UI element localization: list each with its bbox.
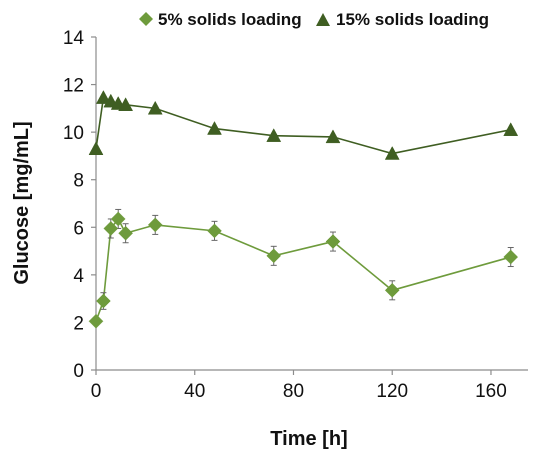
data-point xyxy=(207,121,222,135)
y-tick-label: 12 xyxy=(63,76,84,97)
data-point xyxy=(503,122,519,136)
data-point xyxy=(325,234,341,249)
y-tick-label: 8 xyxy=(73,171,84,192)
y-tick-label: 4 xyxy=(73,266,84,287)
series-1 xyxy=(88,208,519,329)
series-layer xyxy=(88,90,519,329)
series-line xyxy=(95,96,511,155)
data-point xyxy=(147,100,163,115)
y-tick-label: 2 xyxy=(73,313,84,334)
y-tick-label: 0 xyxy=(73,361,84,382)
x-tick-label: 160 xyxy=(475,381,507,402)
y-tick-label: 10 xyxy=(63,123,84,144)
x-tick-label: 40 xyxy=(184,381,205,402)
data-point xyxy=(503,249,519,265)
data-point xyxy=(384,282,400,298)
x-tick-label: 120 xyxy=(376,381,408,402)
data-point xyxy=(96,293,111,309)
legend: 5% solids loading 15% solids loading xyxy=(139,10,489,29)
legend-label: 15% solids loading xyxy=(336,10,489,29)
data-point xyxy=(325,129,341,144)
y-tick-label: 14 xyxy=(63,28,85,49)
axes: 0 2 4 6 8 10 12 14 0 40 80 120 160 xyxy=(63,28,528,402)
data-point xyxy=(118,97,134,111)
data-point xyxy=(147,217,163,233)
series-2 xyxy=(88,90,519,160)
x-axis-title: Time [h] xyxy=(270,428,347,450)
data-point xyxy=(88,313,104,329)
data-point xyxy=(266,128,282,142)
data-point xyxy=(118,225,133,241)
y-tick-label: 6 xyxy=(73,218,84,239)
data-point xyxy=(103,221,119,236)
data-point xyxy=(384,146,400,160)
y-axis-title: Glucose [mg/mL] xyxy=(11,121,33,284)
data-point xyxy=(95,90,111,104)
data-point xyxy=(88,141,104,155)
data-point xyxy=(207,223,222,239)
x-tick-label: 80 xyxy=(283,381,304,402)
legend-marker xyxy=(139,12,153,26)
data-point xyxy=(110,211,126,227)
legend-label: 5% solids loading xyxy=(158,10,302,29)
legend-marker xyxy=(316,13,330,26)
x-tick-label: 0 xyxy=(91,381,102,402)
data-point xyxy=(266,248,282,264)
